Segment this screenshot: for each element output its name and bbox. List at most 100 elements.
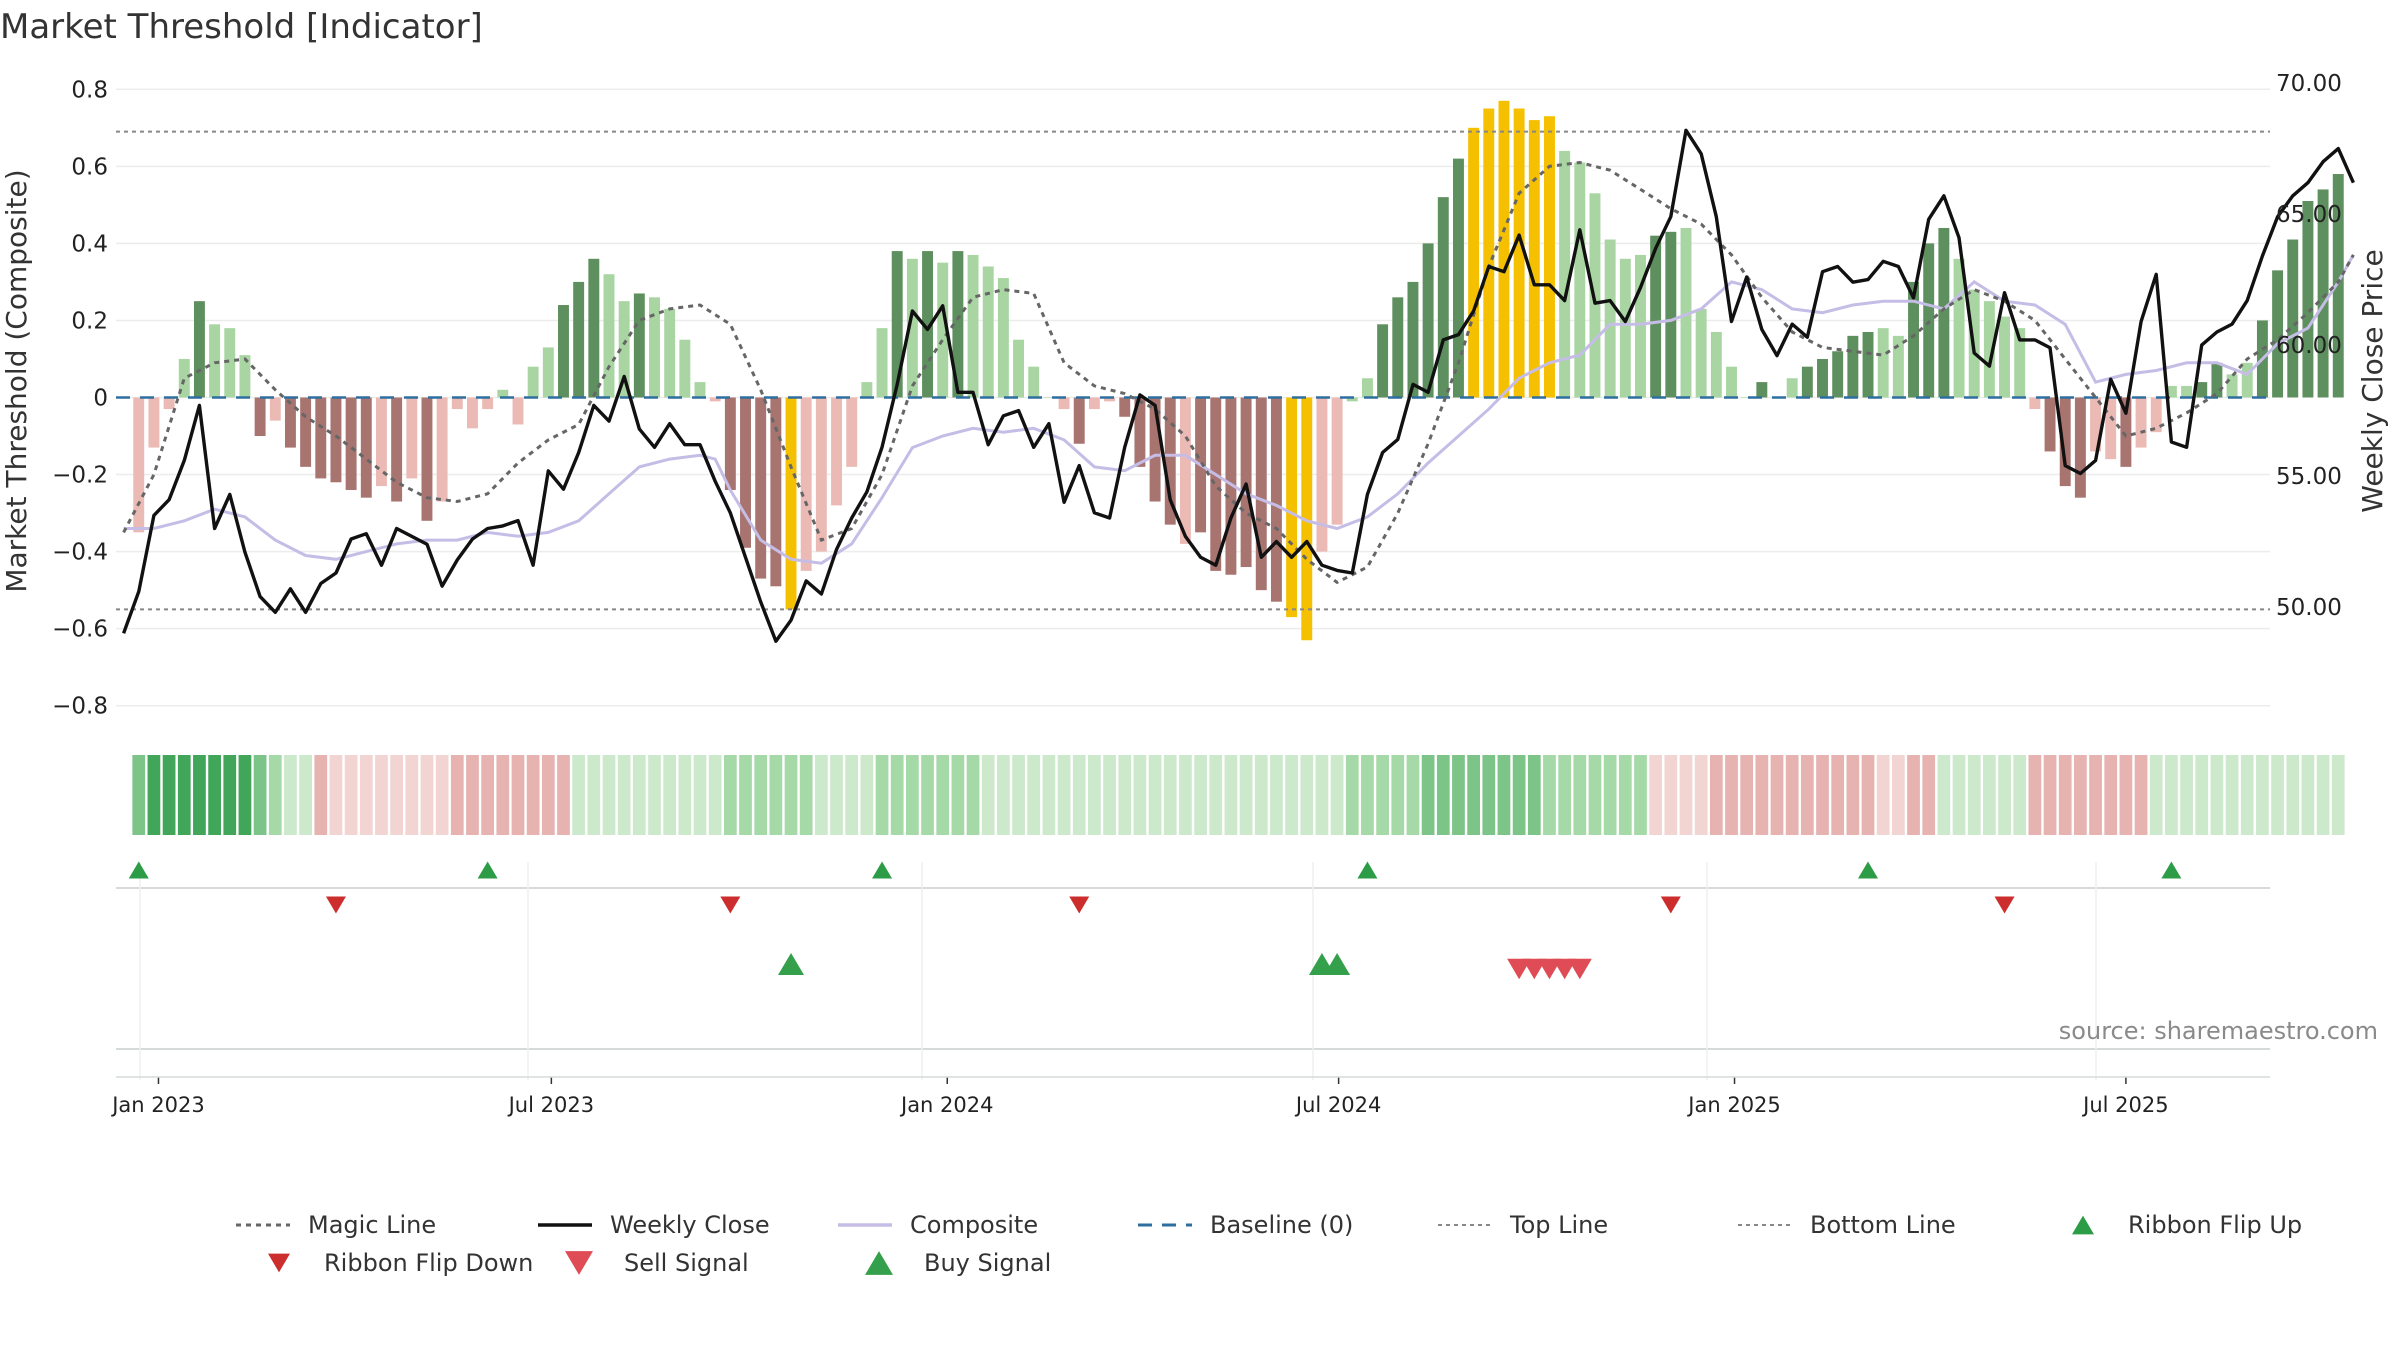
ribbon-cell	[1163, 755, 1177, 835]
ribbon-cell	[2331, 755, 2345, 835]
ribbon-cell	[1876, 755, 1890, 835]
composite-bar	[937, 262, 949, 398]
ribbon-cell	[208, 755, 221, 835]
composite-bar	[1908, 281, 1919, 398]
composite-bar	[1574, 162, 1586, 398]
ribbon-cell	[1179, 755, 1192, 835]
composite-bar	[1877, 328, 1889, 398]
composite-bar	[1422, 243, 1434, 398]
ribbon-cell	[1998, 755, 2011, 835]
ribbon-cell	[814, 755, 828, 835]
ribbon-cell	[1725, 755, 1738, 835]
composite-bar	[1695, 308, 1707, 398]
composite-bar	[1938, 227, 1950, 398]
composite-bar	[603, 274, 615, 398]
ribbon-cell	[2013, 755, 2027, 835]
y-right-tick-label: 50.00	[2276, 595, 2342, 621]
ribbon-flip-up-marker	[1357, 861, 1378, 879]
ribbon-cell	[1709, 755, 1723, 835]
composite-bar	[770, 397, 782, 587]
ribbon-cell	[1133, 755, 1147, 835]
ribbon-flip-up-marker	[2161, 861, 2182, 879]
ribbon-cell	[1618, 755, 1632, 835]
ribbon-cell	[405, 755, 419, 835]
ribbon-flip-down-marker	[1994, 896, 2015, 914]
ribbon-cell	[678, 755, 692, 835]
composite-bar	[1953, 258, 1965, 398]
x-tick-label: Jan 2024	[899, 1093, 994, 1117]
ribbon-cell	[253, 755, 267, 835]
ribbon-cell	[951, 755, 965, 835]
ribbon-cell	[496, 755, 510, 835]
ribbon-cell	[875, 755, 889, 835]
composite-bar	[1088, 397, 1100, 410]
composite-bar	[1528, 120, 1540, 398]
composite-bar	[2074, 397, 2086, 498]
ribbon-flip-up-marker	[872, 861, 893, 879]
composite-bar	[1392, 297, 1404, 398]
composite-line	[123, 254, 2355, 565]
ribbon-cell	[147, 755, 161, 835]
legend-label: Magic Line	[308, 1211, 436, 1239]
x-tick-label: Jul 2025	[2081, 1093, 2168, 1117]
legend-swatch	[268, 1253, 290, 1273]
y-ticks: 0.8 0.6 0.4 0.2 0 −0.2 −0.4 −0.6 −0.8 70.00 65.00 6…	[52, 71, 2342, 720]
composite-bar	[906, 258, 918, 398]
ribbon-cell	[2301, 755, 2315, 835]
composite-bar	[785, 397, 797, 610]
composite-bar	[618, 301, 630, 398]
composite-bar	[2014, 328, 2026, 398]
composite-bar	[497, 389, 509, 398]
ribbon-cell	[1239, 755, 1253, 835]
composite-bar	[239, 355, 251, 398]
ribbon-cell	[329, 755, 343, 835]
legend-swatch	[865, 1251, 893, 1275]
legend-swatch	[2072, 1215, 2094, 1235]
ribbon-cell	[1376, 755, 1389, 835]
composite-bar	[815, 397, 827, 552]
ribbon-cell	[1694, 755, 1708, 835]
composite-bar	[2211, 362, 2223, 398]
weekly-close-line	[122, 128, 2355, 643]
composite-bar	[451, 397, 463, 410]
ribbon-cell	[1315, 755, 1329, 835]
composite-bar	[2044, 397, 2056, 452]
ribbon-cell	[1421, 755, 1435, 835]
ribbon-cell	[2043, 755, 2057, 835]
composite-bar	[391, 397, 403, 502]
ribbon-cell	[1330, 755, 1344, 835]
composite-bar	[193, 301, 205, 398]
composite-bar	[755, 397, 767, 579]
y-axis-label-left: Market Threshold (Composite)	[0, 169, 33, 592]
ribbon-cell	[314, 755, 328, 835]
composite-bar	[1483, 108, 1495, 398]
buy-signal-marker	[778, 952, 805, 976]
composite-bar	[1832, 351, 1844, 398]
composite-bar	[1680, 227, 1692, 398]
series-lines	[116, 128, 2355, 643]
composite-bar	[1559, 150, 1571, 398]
ribbon-cell	[526, 755, 540, 835]
composite-bar	[967, 254, 979, 398]
ribbon-flip-up-marker	[128, 861, 149, 879]
legend-swatch	[565, 1251, 593, 1275]
ribbon-cell	[1573, 755, 1587, 835]
composite-bar	[740, 397, 751, 548]
composite-bar	[1346, 397, 1358, 402]
composite-bar	[1513, 108, 1525, 398]
composite-bar	[406, 397, 418, 479]
ribbon-cell	[1027, 755, 1041, 835]
composite-bar	[1817, 358, 1828, 398]
composite-bar	[467, 397, 478, 429]
composite-bar	[512, 397, 524, 425]
ribbon-cell	[2240, 755, 2254, 835]
composite-bar	[1028, 366, 1040, 398]
ribbon-cell	[466, 755, 479, 835]
composite-bar	[360, 397, 372, 498]
y-tick-label: −0.8	[52, 694, 108, 720]
composite-bar	[315, 397, 327, 479]
composite-bar	[800, 397, 812, 571]
composite-bar	[2287, 239, 2299, 398]
ribbon-cell	[2119, 755, 2133, 835]
composite-bar	[588, 258, 600, 398]
